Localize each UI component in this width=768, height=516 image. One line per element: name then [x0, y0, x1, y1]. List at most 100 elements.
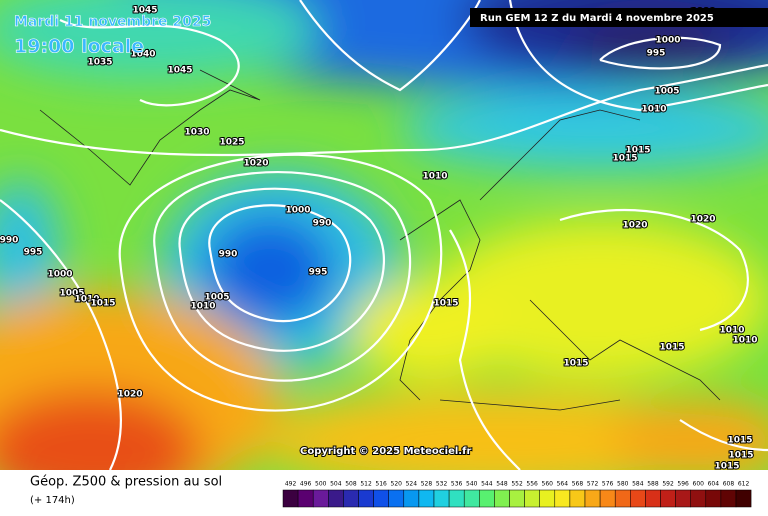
isobar-label: 1010	[74, 295, 99, 305]
colorbar-label: 496	[300, 481, 312, 488]
colorbar-label: 608	[723, 481, 735, 488]
colorbar: 492 496 500 504 508 512 516 520 524 528 532 536 540 5…	[282, 481, 752, 508]
date: Mardi 11 novembre 2025	[14, 14, 211, 30]
colorbar-cell	[403, 489, 420, 508]
colorbar-cell	[433, 489, 450, 508]
isobar-label: 1025	[219, 138, 244, 148]
colorbar-cell	[614, 489, 631, 508]
isobar-label: 1020	[117, 390, 142, 400]
isobar-label: 1010	[641, 105, 666, 115]
isobar-label: 1015	[90, 299, 115, 309]
colorbar-label: 588	[647, 481, 659, 488]
colorbar-cell	[282, 489, 299, 508]
colorbar-label: 604	[708, 481, 720, 488]
colorbar-label: 520	[391, 481, 403, 488]
colorbar-label: 500	[315, 481, 327, 488]
colorbar-cell	[524, 489, 540, 508]
isobar-label: 1020	[243, 159, 268, 169]
colorbar-label: 504	[330, 481, 342, 488]
colorbar-label: 592	[662, 481, 674, 488]
colorbar-label: 564	[557, 481, 569, 488]
colorbar-label: 596	[677, 481, 689, 488]
isobar-label: 1030	[184, 128, 209, 138]
colorbar-cell	[418, 489, 435, 508]
isobar-label: 1035	[87, 58, 112, 68]
colorbar-label: 516	[375, 481, 387, 488]
colorbar-label: 576	[602, 481, 614, 488]
isobar-label: 1015	[659, 343, 684, 353]
colorbar-cell	[343, 489, 359, 508]
isobar-label: 1010	[732, 336, 757, 346]
colorbar-label: 560	[542, 481, 554, 488]
isobar-label: 1005	[654, 87, 679, 97]
colorbar-cell	[705, 489, 722, 508]
isobar-label: 990	[313, 219, 332, 229]
isobar-label: 1020	[690, 215, 715, 225]
coastlines	[39, 69, 721, 411]
colorbar-label: 508	[345, 481, 357, 488]
colorbar-label: 612	[738, 481, 750, 488]
isobar-label: 1015	[727, 436, 752, 446]
colorbar-label: 572	[587, 481, 599, 488]
colorbar-label: 552	[511, 481, 523, 488]
isobar-label: 995	[647, 49, 666, 59]
colorbar-cell	[675, 489, 691, 508]
colorbar-cell	[569, 489, 586, 508]
colorbar-cell	[328, 489, 344, 508]
colorbar-cell	[630, 489, 646, 508]
colorbar-cell	[539, 489, 556, 508]
isobar-label: 990	[0, 236, 18, 246]
isobar-label: 990	[219, 250, 238, 260]
colorbar-cell	[584, 489, 601, 508]
isobar-label: 1020	[622, 221, 647, 231]
colorbar-label: 528	[421, 481, 433, 488]
run-info: Run GEM 12 Z du Mardi 4 novembre 2025	[480, 13, 714, 24]
isobar-label: 1005	[59, 289, 84, 299]
isobar-label: 1015	[612, 154, 637, 164]
footer-title: Géop. Z500 & pression au sol	[30, 475, 222, 490]
isobar-label: 1045	[132, 6, 157, 16]
isobar-label: 1005	[204, 293, 229, 303]
lead-time: (+ 174h)	[30, 495, 75, 506]
colorbar-label: 580	[617, 481, 629, 488]
colorbar-cell	[645, 489, 661, 508]
colorbar-cell	[448, 489, 465, 508]
colorbar-label: 524	[406, 481, 418, 488]
colorbar-cell	[312, 489, 329, 508]
isobars	[0, 0, 768, 471]
colorbar-label: 548	[496, 481, 508, 488]
colorbar-cell	[358, 489, 374, 508]
colorbar-cell	[509, 489, 525, 508]
colorbar-cell	[297, 489, 314, 508]
colorbar-label: 536	[451, 481, 463, 488]
colorbar-cell	[660, 489, 676, 508]
isobar-label: 1040	[130, 50, 155, 60]
copyright: Copyright © 2025 Meteociel.fr	[300, 446, 471, 457]
colorbar-cell	[463, 489, 480, 508]
run-box	[470, 8, 768, 27]
colorbar-label: 544	[481, 481, 493, 488]
isobar-label: 1010	[190, 302, 215, 312]
isobar-label: 1000	[47, 270, 72, 280]
time: 19:00 locale	[14, 36, 144, 58]
isobar-label: 1000	[285, 206, 310, 216]
colorbar-cell	[388, 489, 405, 508]
colorbar-label: 492	[285, 481, 297, 488]
colorbar-label: 556	[526, 481, 538, 488]
isobar-label: 1015	[728, 451, 753, 461]
isobar-label: 1015	[625, 146, 650, 156]
colorbar-label: 568	[572, 481, 584, 488]
isobar-label: 995	[309, 268, 328, 278]
colorbar-label: 540	[466, 481, 478, 488]
colorbar-label: 600	[693, 481, 705, 488]
colorbar-cell	[690, 489, 707, 508]
colorbar-label: 512	[360, 481, 372, 488]
colorbar-label: 532	[436, 481, 448, 488]
isobar-label: 1000	[655, 36, 680, 46]
colorbar-cell	[554, 489, 571, 508]
colorbar-label: 584	[632, 481, 644, 488]
colorbar-cell	[599, 489, 616, 508]
colorbar-cell	[373, 489, 389, 508]
isobar-label: 1045	[167, 66, 192, 76]
